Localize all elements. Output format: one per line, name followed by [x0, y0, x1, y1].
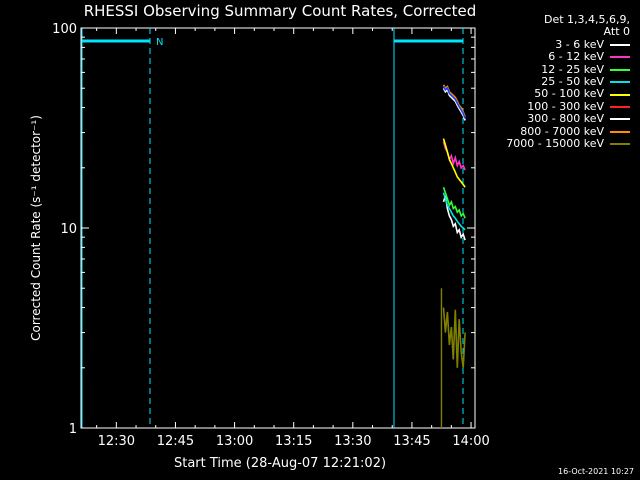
- series-line-8: [442, 307, 466, 368]
- y-tick-label: 1: [69, 422, 77, 437]
- legend-swatch: [610, 81, 630, 84]
- x-tick-label: 13:30: [334, 434, 371, 449]
- series-group: [440, 84, 466, 428]
- axes-group: 12:30 12:45 13:00 13:15 13:30 13:45 14:00 1 10 10…: [52, 22, 490, 449]
- legend-item: 50 - 100 keV: [460, 88, 630, 100]
- x-axis-label: Start Time (28-Aug-07 12:21:02): [174, 456, 386, 471]
- legend-swatch: [610, 130, 630, 133]
- legend-item: 800 - 7000 keV: [460, 124, 630, 138]
- series-line-4: [442, 138, 466, 188]
- chart-title: RHESSI Observing Summary Count Rates, Co…: [84, 2, 477, 20]
- legend-swatch: [610, 56, 630, 59]
- legend-label: 6 - 12 keV: [548, 50, 604, 64]
- series-line-2: [442, 186, 466, 219]
- legend-swatch: [610, 118, 630, 121]
- legend-item: 25 - 50 keV: [460, 75, 630, 89]
- x-tick-label: 12:45: [157, 434, 194, 449]
- legend-item: 300 - 800 keV: [460, 112, 630, 126]
- x-tick-label: 13:45: [393, 434, 430, 449]
- orbit-marker-label: N: [156, 37, 163, 48]
- x-tick-label: 13:15: [275, 434, 312, 449]
- series-line-3: [442, 192, 466, 231]
- legend-label: 100 - 300 keV: [527, 99, 604, 113]
- legend-swatch: [610, 44, 630, 47]
- x-tick-label: 13:00: [216, 434, 253, 449]
- footer-date: 16-Oct-2021 10:27: [558, 467, 634, 476]
- x-tick-label: 12:30: [98, 434, 135, 449]
- legend-swatch: [610, 143, 630, 146]
- legend-item: 3 - 6 keV: [460, 37, 630, 51]
- y-tick-label: 100: [52, 22, 77, 37]
- y-tick-label: 10: [60, 222, 77, 237]
- legend-label: 3 - 6 keV: [555, 37, 604, 51]
- legend-items: 3 - 6 keV 6 - 12 keV 12 - 25 keV 25 - 50 ke…: [460, 37, 630, 151]
- series-line-0: [442, 195, 466, 241]
- legend-swatch: [610, 93, 630, 96]
- legend-label: 800 - 7000 keV: [520, 124, 604, 138]
- legend-swatch: [610, 106, 630, 109]
- series-line-blue: [442, 85, 466, 119]
- legend-header-2: Att 0: [603, 25, 630, 39]
- legend-label: 12 - 25 keV: [541, 62, 604, 76]
- legend: Det 1,3,4,5,6,9, Att 0 3 - 6 keV 6 - 12 k…: [460, 13, 630, 151]
- series-line-6: [442, 87, 466, 121]
- legend-label: 25 - 50 keV: [541, 75, 604, 89]
- plot-frame: [80, 27, 476, 429]
- legend-item: 7000 - 15000 keV: [460, 137, 630, 151]
- legend-label: 7000 - 15000 keV: [506, 137, 604, 151]
- legend-swatch: [610, 68, 630, 71]
- legend-item: 100 - 300 keV: [460, 99, 630, 113]
- legend-header-1: Det 1,3,4,5,6,9,: [543, 13, 630, 26]
- observing-markers: N: [81, 28, 464, 428]
- x-tick-label: 14:00: [452, 434, 489, 449]
- series-line-7: [442, 84, 466, 117]
- legend-item: 12 - 25 keV: [460, 62, 630, 76]
- legend-label: 50 - 100 keV: [534, 87, 604, 101]
- y-axis-label: Corrected Count Rate (s⁻¹ detector⁻¹): [29, 115, 43, 341]
- legend-item: 6 - 12 keV: [460, 50, 630, 64]
- legend-label: 300 - 800 keV: [527, 112, 604, 126]
